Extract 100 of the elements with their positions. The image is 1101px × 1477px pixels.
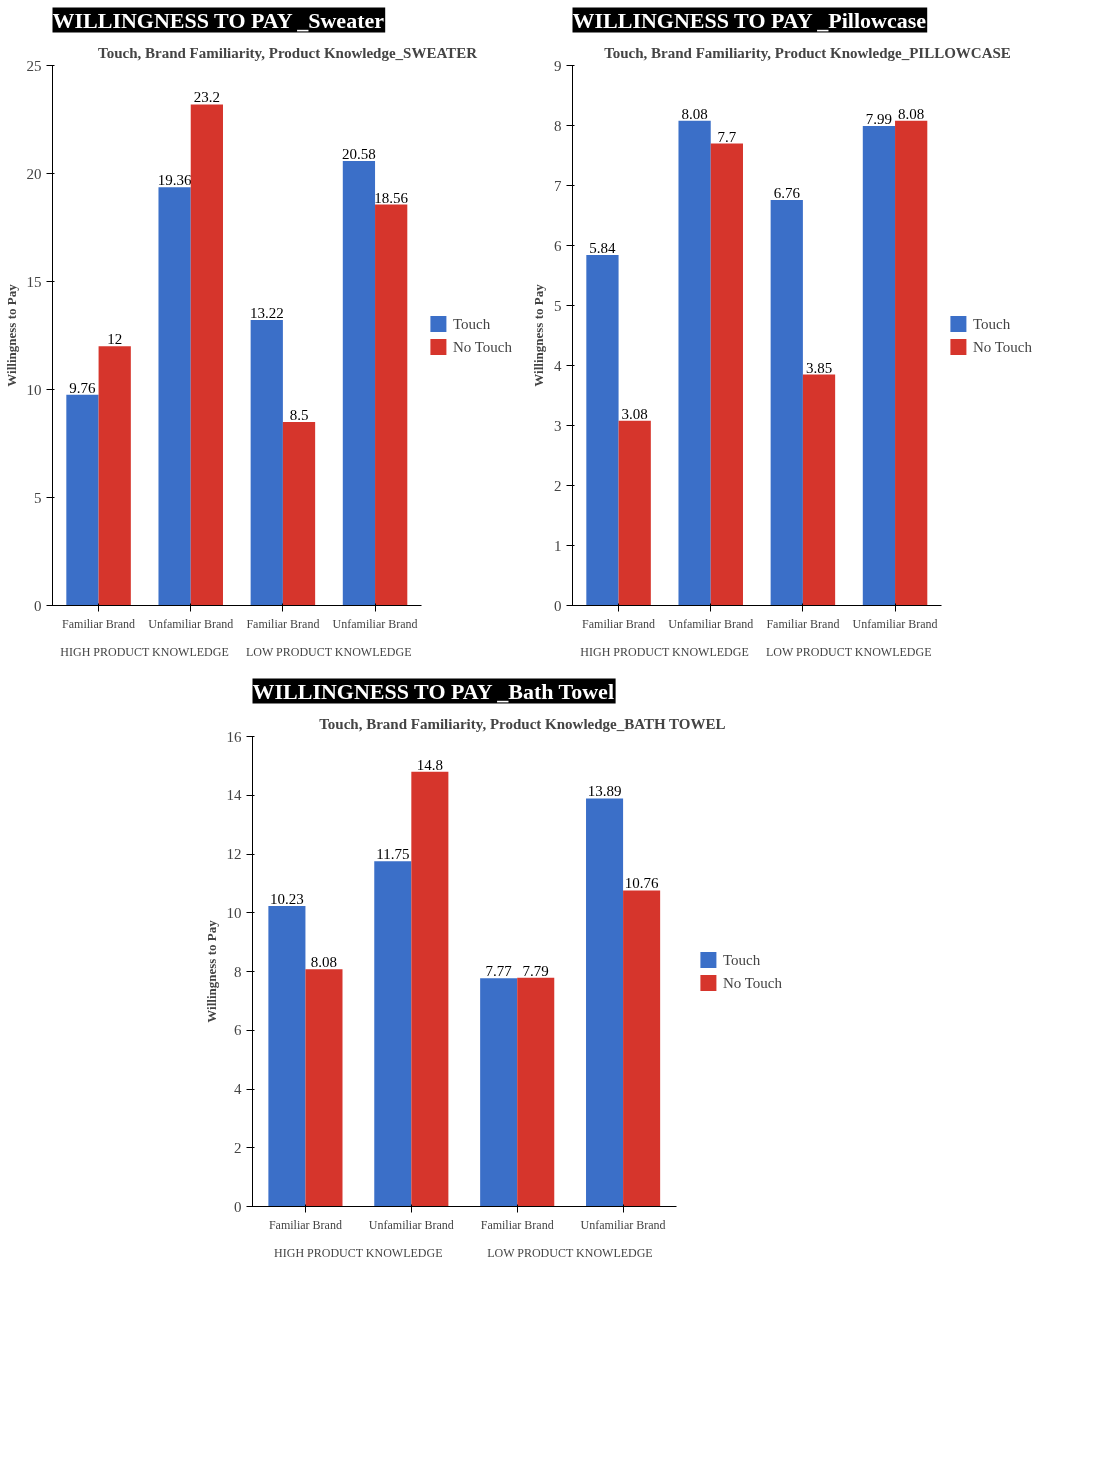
- legend-label: Touch: [452, 315, 491, 332]
- data-label: 13.22: [249, 304, 284, 321]
- x-tick-label: Unfamiliar Brand: [580, 1217, 666, 1232]
- bar: [374, 861, 412, 1207]
- data-label: 20.58: [342, 145, 376, 162]
- bar: [710, 143, 743, 606]
- y-tick-label: 6: [234, 1022, 242, 1039]
- x-tick-label: Familiar Brand: [766, 616, 840, 631]
- bar: [190, 104, 223, 606]
- y-tick-label: 8: [554, 117, 562, 134]
- y-tick-label: 20: [26, 165, 42, 182]
- data-label: 10.23: [270, 890, 304, 907]
- y-tick-label: 16: [226, 728, 242, 745]
- y-tick-label: 10: [226, 904, 242, 921]
- data-label: 8.08: [310, 954, 338, 971]
- data-label: 8.08: [681, 105, 708, 122]
- x-tick-label: Unfamiliar Brand: [668, 616, 754, 631]
- y-tick-label: 2: [554, 477, 562, 494]
- y-axis-title: Willingness to Pay: [531, 283, 546, 387]
- data-label: 8.08: [898, 105, 925, 122]
- bar: [862, 126, 896, 606]
- bar: [480, 978, 518, 1207]
- text: HIGH PRODUCT KNOWLEDGE: [580, 644, 749, 659]
- bar: [282, 421, 316, 606]
- bar: [342, 160, 376, 606]
- bar: [586, 798, 624, 1207]
- data-label: 7.7: [717, 128, 737, 145]
- legend-label: No Touch: [972, 338, 1032, 355]
- data-label: 7.99: [865, 111, 893, 128]
- y-tick-label: 25: [26, 57, 42, 74]
- bar: [158, 187, 191, 606]
- x-tick-label: Unfamiliar Brand: [368, 1217, 454, 1232]
- y-tick-label: 5: [554, 297, 562, 314]
- chart-subtitle: Touch, Brand Familiarity, Product Knowledge_SWEATER: [98, 44, 478, 61]
- bar: [586, 255, 619, 606]
- y-tick-label: 12: [226, 846, 242, 862]
- y-tick-label: 15: [26, 273, 42, 290]
- y-tick-label: 6: [554, 237, 562, 254]
- y-tick-label: 0: [234, 1198, 242, 1215]
- data-label: 10.76: [624, 875, 659, 892]
- y-tick-label: 4: [554, 357, 562, 374]
- bar: [802, 374, 836, 606]
- bar: [623, 890, 661, 1207]
- text: HIGH PRODUCT KNOWLEDGE: [60, 644, 229, 659]
- x-tick-label: Familiar Brand: [480, 1217, 554, 1232]
- y-tick-label: 2: [234, 1139, 242, 1156]
- data-label: 8.5: [289, 406, 309, 423]
- y-tick-label: 8: [234, 963, 242, 980]
- text: LOW PRODUCT KNOWLEDGE: [245, 644, 412, 659]
- bar: [517, 977, 555, 1207]
- y-tick-label: 3: [554, 417, 562, 434]
- x-tick-label: Unfamiliar Brand: [852, 616, 938, 631]
- y-axis-title: Willingness to Pay: [3, 283, 19, 387]
- text: LOW PRODUCT KNOWLEDGE: [487, 1245, 653, 1260]
- data-label: 11.75: [376, 846, 410, 863]
- bar: [411, 771, 449, 1207]
- data-label: 6.76: [773, 184, 801, 201]
- y-tick-label: 10: [26, 381, 42, 398]
- data-label: 13.89: [587, 783, 622, 800]
- bar: [375, 204, 408, 606]
- data-label: 3.08: [621, 405, 648, 422]
- y-tick-label: 4: [234, 1081, 242, 1097]
- chart-title: WILLINGNESS TO PAY _Pillowcase: [572, 7, 927, 33]
- chart-subtitle: Touch, Brand Familiarity, Product Knowledge_PILLOWCASE: [604, 44, 1011, 61]
- y-tick-label: 1: [554, 537, 562, 554]
- data-label: 3.85: [805, 359, 833, 376]
- data-label: 23.2: [193, 89, 220, 106]
- chart-title: WILLINGNESS TO PAY _Bath Towel: [252, 678, 614, 704]
- y-axis-title: Willingness to Pay: [203, 919, 219, 1023]
- x-tick-label: Familiar Brand: [62, 616, 136, 631]
- data-label: 9.76: [69, 379, 97, 396]
- x-tick-label: Familiar Brand: [268, 1217, 342, 1232]
- legend-label: Touch: [722, 951, 761, 968]
- chart-subtitle: Touch, Brand Familiarity, Product Knowledge_BATH TOWEL: [319, 715, 726, 732]
- data-label: 14.8: [416, 756, 443, 773]
- y-tick-label: 9: [554, 57, 562, 74]
- bar: [305, 969, 343, 1207]
- x-tick-label: Familiar Brand: [246, 616, 320, 631]
- bar: [895, 120, 928, 606]
- y-tick-label: 7: [554, 177, 562, 194]
- data-label: 5.84: [589, 240, 617, 257]
- bar: [98, 346, 131, 606]
- bar: [66, 394, 99, 606]
- legend-label: No Touch: [722, 974, 782, 991]
- chart-title: WILLINGNESS TO PAY _Sweater: [52, 7, 385, 33]
- bar: [268, 905, 306, 1207]
- data-label: 7.79: [522, 962, 549, 979]
- y-tick-label: 5: [34, 489, 42, 506]
- bar: [770, 199, 803, 606]
- x-tick-label: Familiar Brand: [582, 616, 656, 631]
- legend-label: Touch: [972, 315, 1011, 332]
- data-label: 7.77: [485, 963, 513, 980]
- text: HIGH PRODUCT KNOWLEDGE: [274, 1245, 443, 1260]
- y-tick-label: 0: [34, 597, 42, 614]
- data-label: 12: [107, 331, 123, 348]
- data-label: 19.36: [157, 172, 192, 189]
- bar: [618, 420, 651, 606]
- x-tick-label: Unfamiliar Brand: [332, 616, 418, 631]
- y-tick-label: 14: [226, 787, 242, 804]
- legend-label: No Touch: [452, 338, 512, 355]
